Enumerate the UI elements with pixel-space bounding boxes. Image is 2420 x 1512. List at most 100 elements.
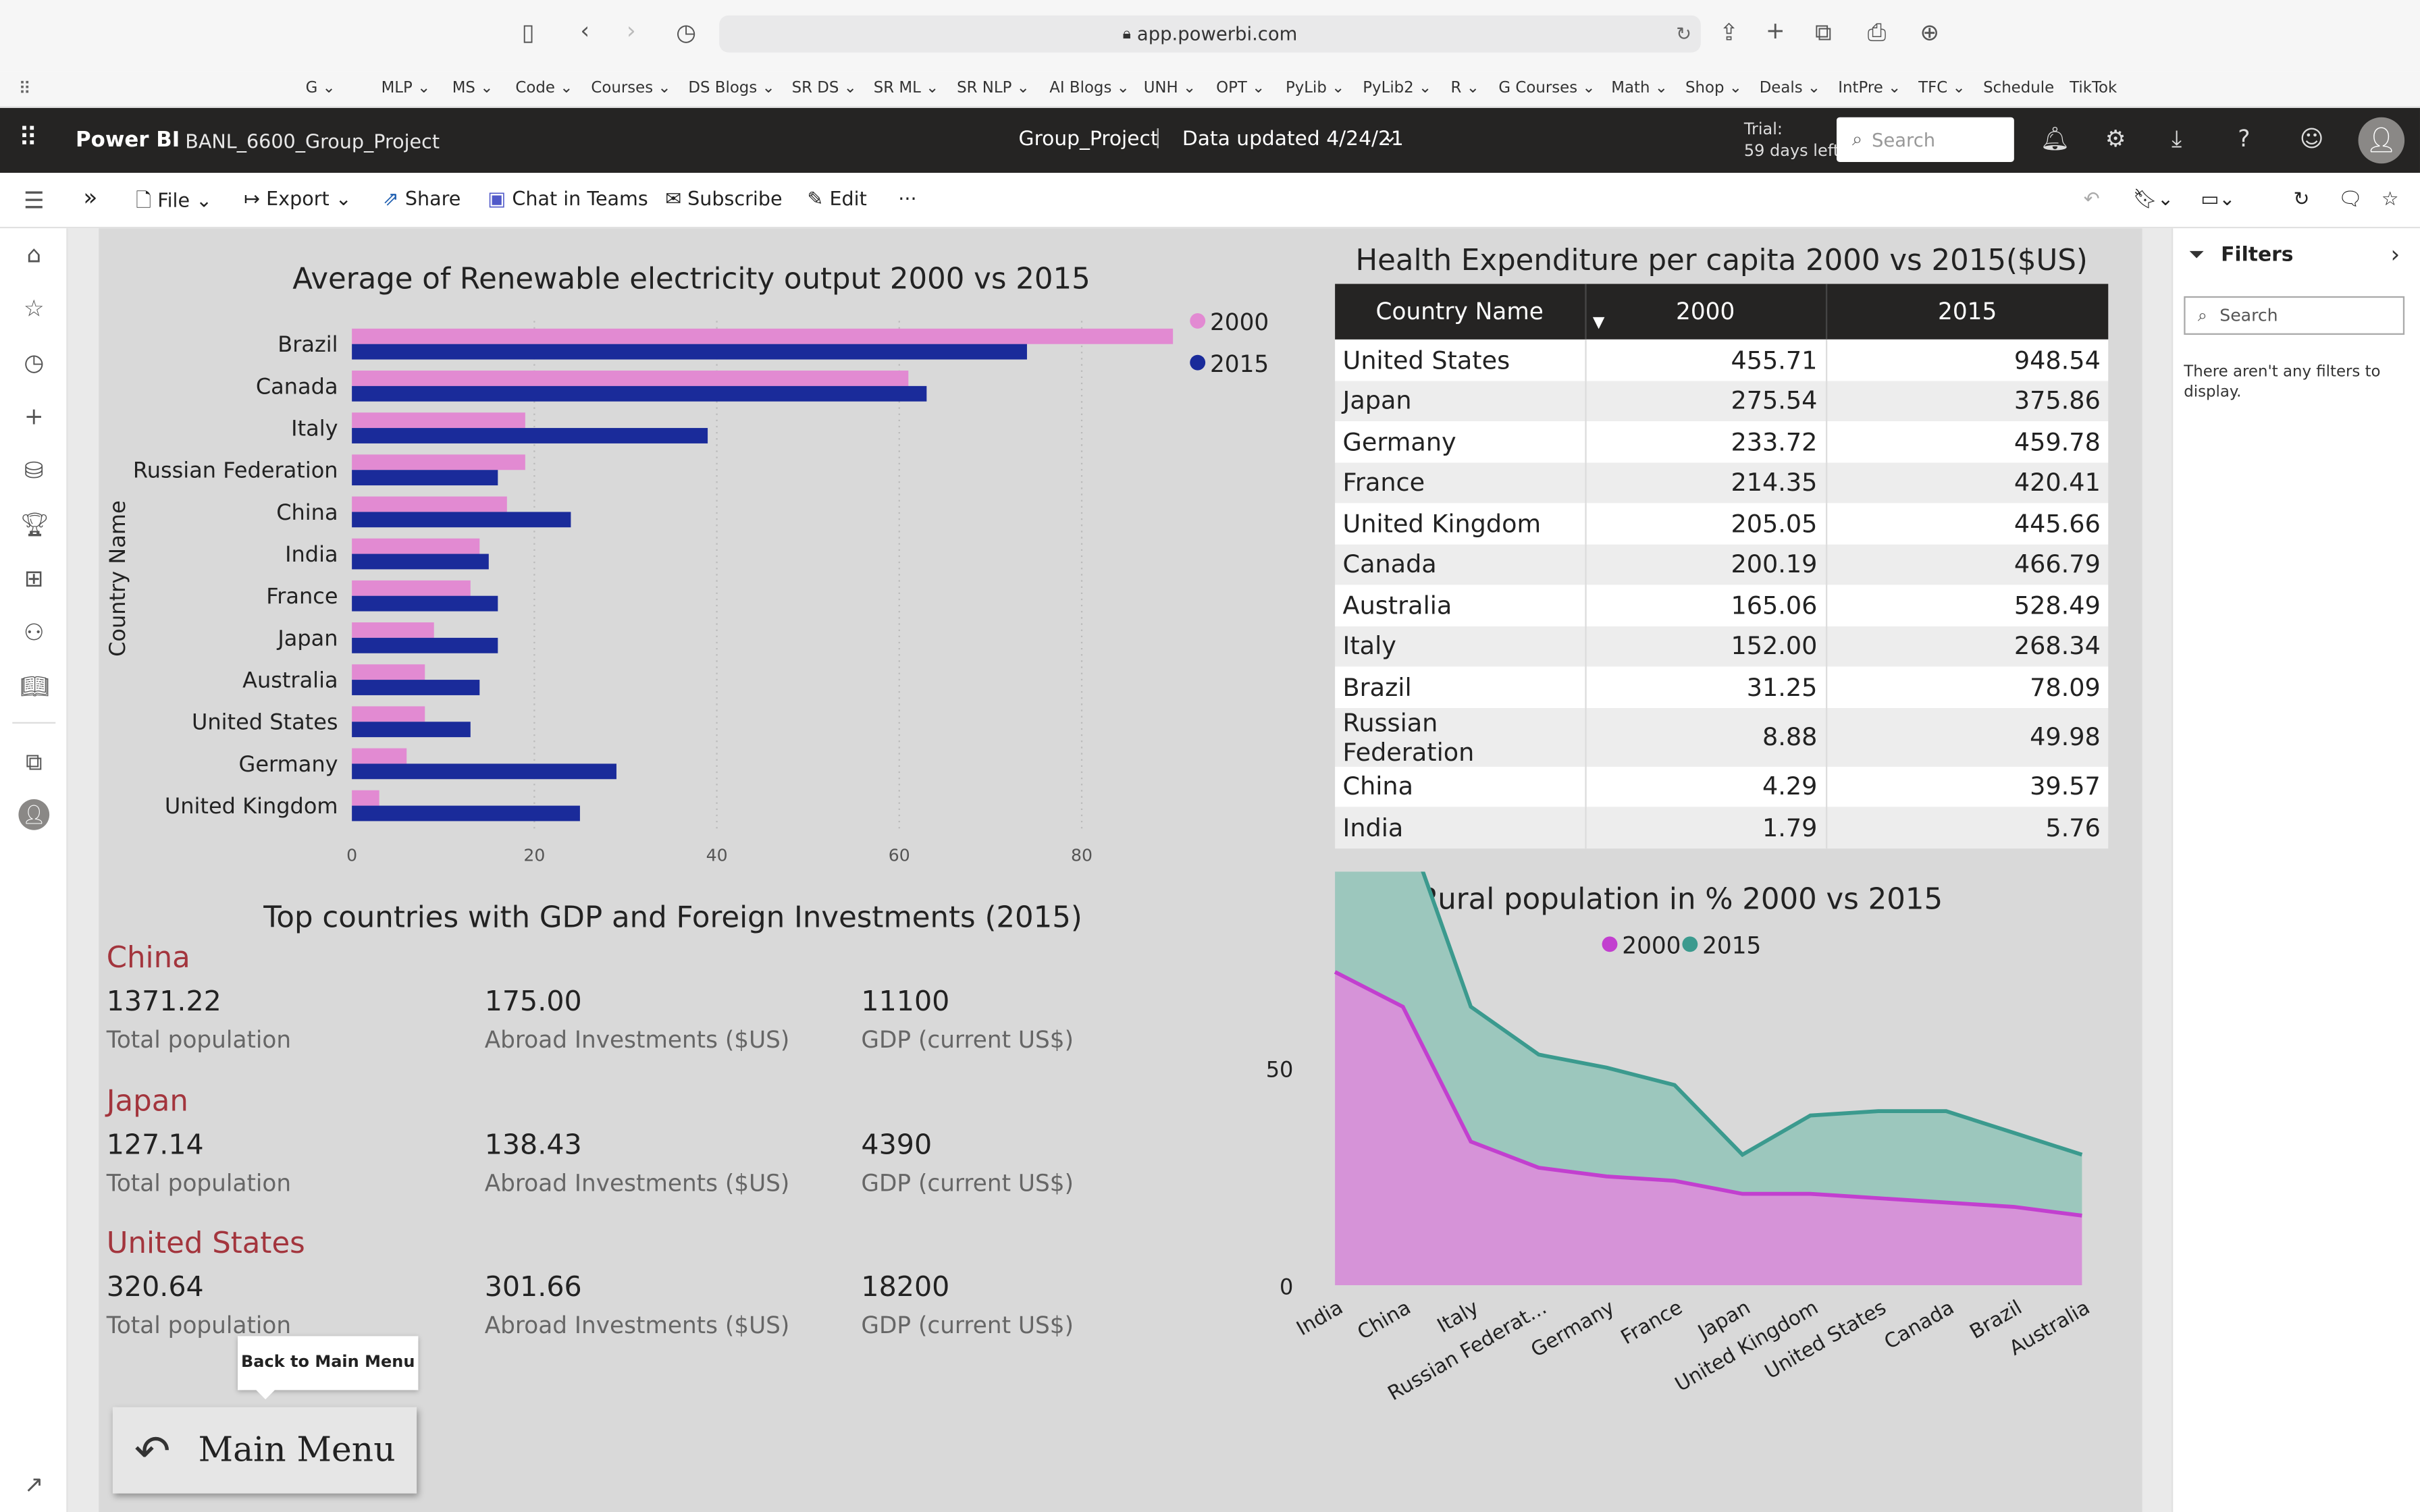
bar-2015[interactable]: [352, 637, 498, 653]
favorite-item[interactable]: SR DS ⌄: [791, 80, 857, 97]
create-icon[interactable]: +: [24, 402, 44, 431]
table-row[interactable]: China 4.29 39.57: [1335, 765, 2109, 807]
subscribe-button[interactable]: ✉ Subscribe: [665, 187, 782, 210]
refresh-icon[interactable]: ↻: [2293, 186, 2310, 210]
favorite-item[interactable]: DS Blogs ⌄: [688, 80, 775, 97]
table-row[interactable]: Brazil 31.25 78.09: [1335, 666, 2109, 707]
bookmark-icon[interactable]: 🔖︎⌄: [2132, 186, 2174, 210]
apps-icon[interactable]: ⊞: [24, 564, 44, 593]
table-row[interactable]: United States 455.71 948.54: [1335, 339, 2109, 381]
bar-2000[interactable]: [352, 538, 480, 554]
table-row[interactable]: Germany 233.72 459.78: [1335, 421, 2109, 462]
favorite-item[interactable]: G ⌄: [305, 80, 336, 97]
gear-icon[interactable]: ⚙: [2105, 125, 2126, 153]
bar-2000[interactable]: [352, 580, 471, 596]
reset-icon[interactable]: ↶: [2083, 186, 2100, 210]
favorite-item[interactable]: Shop ⌄: [1685, 80, 1742, 97]
open-external-icon[interactable]: ↗: [24, 1470, 44, 1498]
favorite-item[interactable]: Deals ⌄: [1759, 80, 1821, 97]
bar-2015[interactable]: [352, 344, 1027, 360]
bar-2000[interactable]: [352, 664, 425, 680]
favorite-item[interactable]: AI Blogs ⌄: [1049, 80, 1130, 97]
learn-icon[interactable]: 📖︎: [20, 672, 50, 701]
header-2015[interactable]: 2015: [1824, 284, 2109, 340]
favorite-item[interactable]: UNH ⌄: [1143, 80, 1196, 97]
favorite-star-icon[interactable]: ☆: [2381, 186, 2399, 210]
download-icon[interactable]: ⤓: [2171, 125, 2182, 153]
hamburger-icon[interactable]: ☰: [23, 186, 45, 215]
collapse-chevron-icon[interactable]: ›: [2390, 240, 2400, 269]
export-menu[interactable]: ↦ Export ⌄: [244, 186, 352, 210]
favorite-item[interactable]: SR NLP ⌄: [957, 80, 1030, 97]
data-updated[interactable]: Data updated 4/24/21: [1182, 128, 1404, 151]
bar-2015[interactable]: [352, 385, 927, 402]
favorite-item[interactable]: SR ML ⌄: [873, 80, 939, 97]
table-row[interactable]: United Kingdom 205.05 445.66: [1335, 503, 2109, 544]
bar-2015[interactable]: [352, 805, 580, 821]
shared-icon[interactable]: ⚇: [23, 618, 45, 647]
favorite-item[interactable]: MLP ⌄: [381, 80, 431, 97]
more-options-button[interactable]: ···: [898, 186, 917, 210]
favorite-item[interactable]: Code ⌄: [515, 80, 573, 97]
bar-2000[interactable]: [352, 748, 407, 764]
favorite-item[interactable]: IntPre ⌄: [1838, 80, 1901, 97]
favorite-item[interactable]: PyLib2 ⌄: [1363, 80, 1432, 97]
table-row[interactable]: Russian Federation 8.88 49.98: [1335, 707, 2109, 766]
favorite-item[interactable]: Math ⌄: [1611, 80, 1668, 97]
back-icon[interactable]: ‹: [580, 17, 590, 45]
comment-icon[interactable]: 🗨︎: [2338, 186, 2363, 210]
header-2000[interactable]: 2000: [1584, 284, 1826, 340]
edit-button[interactable]: ✎ Edit: [807, 187, 866, 210]
smiley-icon[interactable]: ☺: [2299, 125, 2324, 153]
bar-2000[interactable]: [352, 454, 525, 470]
share-button[interactable]: ⇗ Share: [383, 187, 461, 210]
workspaces-icon[interactable]: ⧉: [26, 748, 43, 776]
report-name[interactable]: BANL_6600_Group_Project: [185, 129, 440, 153]
bell-icon[interactable]: 🔔︎: [2040, 125, 2070, 153]
bar-2000[interactable]: [352, 496, 507, 512]
favorite-item[interactable]: MS ⌄: [452, 80, 494, 97]
table-row[interactable]: Canada 200.19 466.79: [1335, 543, 2109, 585]
table-row[interactable]: France 214.35 420.41: [1335, 462, 2109, 504]
filters-search-input[interactable]: ⌕ Search: [2184, 296, 2405, 335]
bar-2015[interactable]: [352, 763, 616, 780]
table-row[interactable]: Italy 152.00 268.34: [1335, 625, 2109, 667]
search-input[interactable]: ⌕ Search: [1836, 117, 2014, 162]
recent-icon[interactable]: ◷: [24, 348, 45, 377]
bar-2015[interactable]: [352, 512, 571, 528]
table-row[interactable]: India 1.79 5.76: [1335, 807, 2109, 848]
my-workspace-icon[interactable]: 👤︎: [18, 799, 50, 830]
avatar[interactable]: 👤︎: [2358, 117, 2405, 164]
forward-icon[interactable]: ›: [626, 17, 636, 45]
expand-icon[interactable]: »: [83, 183, 98, 212]
tabs-icon[interactable]: ⧉: [1814, 18, 1832, 47]
table-row[interactable]: Australia 165.06 528.49: [1335, 585, 2109, 626]
print-icon[interactable]: ⎙: [1867, 18, 1887, 47]
favorite-item[interactable]: R ⌄: [1450, 80, 1479, 97]
apps-grid-icon[interactable]: ⠿: [18, 78, 31, 99]
favorite-item[interactable]: PyLib ⌄: [1285, 80, 1345, 97]
rural-area-chart[interactable]: Rural population in % 2000 vs 2015 2000 2…: [1235, 871, 2130, 1427]
reload-icon[interactable]: ↻: [1676, 23, 1692, 45]
area-2000[interactable]: [1335, 971, 2082, 1285]
bar-2000[interactable]: [352, 706, 425, 722]
app-launcher-icon[interactable]: ⠿: [18, 123, 38, 155]
bar-2000[interactable]: [352, 412, 525, 429]
table-row[interactable]: Japan 275.54 375.86: [1335, 380, 2109, 421]
bar-2000[interactable]: [352, 622, 434, 638]
bar-2015[interactable]: [352, 470, 498, 486]
file-menu[interactable]: 🗋︎ File ⌄: [136, 188, 213, 212]
bar-2015[interactable]: [352, 428, 708, 443]
chevron-down-icon[interactable]: ⌄: [1381, 125, 1398, 148]
teams-button[interactable]: ▣ Chat in Teams: [488, 187, 648, 210]
main-menu-button[interactable]: ↶ Main Menu: [112, 1407, 417, 1494]
url-bar[interactable]: 🔒︎ app.powerbi.com ↻: [719, 15, 1701, 53]
favorite-item[interactable]: G Courses ⌄: [1498, 80, 1596, 97]
app-name[interactable]: Power BI: [75, 128, 180, 153]
downloads-icon[interactable]: ⊕: [1920, 18, 1940, 47]
favorites-icon[interactable]: ☆: [23, 294, 45, 323]
help-icon[interactable]: ?: [2238, 125, 2251, 153]
header-country[interactable]: Country Name ▼: [1335, 284, 1604, 340]
bar-2015[interactable]: [352, 722, 471, 738]
bar-2015[interactable]: [352, 554, 489, 570]
